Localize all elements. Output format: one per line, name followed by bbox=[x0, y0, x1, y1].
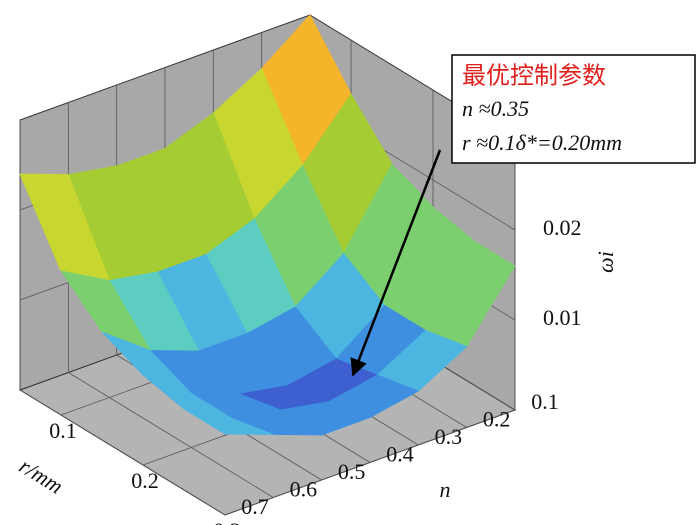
grid-line bbox=[19, 389, 226, 516]
x-tick-label: 0.3 bbox=[213, 518, 241, 525]
annotation-box bbox=[451, 54, 696, 164]
z-axis-label: ωi bbox=[593, 251, 618, 273]
x-tick-label: 0.1 bbox=[49, 418, 77, 443]
z-tick-label: 0.02 bbox=[543, 215, 582, 240]
annotation-arrow bbox=[350, 149, 442, 377]
z-tick-label: 0.01 bbox=[543, 305, 582, 330]
y-tick-label: 0.4 bbox=[386, 442, 414, 467]
y-tick-label: 0.2 bbox=[483, 407, 511, 432]
y-tick-label: 0.6 bbox=[290, 477, 318, 502]
y-tick-label: 0.5 bbox=[338, 459, 366, 484]
y-axis-label: n bbox=[440, 477, 451, 502]
surface-patch bbox=[183, 408, 274, 435]
annotation-line: r ≈0.1δ*=0.20mm bbox=[462, 130, 622, 155]
x-tick-label: 0.2 bbox=[131, 468, 159, 493]
y-tick-label: 0.1 bbox=[531, 389, 559, 414]
annotation-line: n ≈0.35 bbox=[462, 96, 529, 121]
grid-line bbox=[68, 372, 274, 498]
surface bbox=[19, 14, 516, 436]
x-axis-label: r/mm bbox=[15, 453, 68, 499]
y-tick-label: 0.3 bbox=[435, 424, 463, 449]
annotation-title: 最优控制参数 bbox=[462, 63, 606, 90]
y-tick-label: 0.7 bbox=[241, 494, 269, 519]
